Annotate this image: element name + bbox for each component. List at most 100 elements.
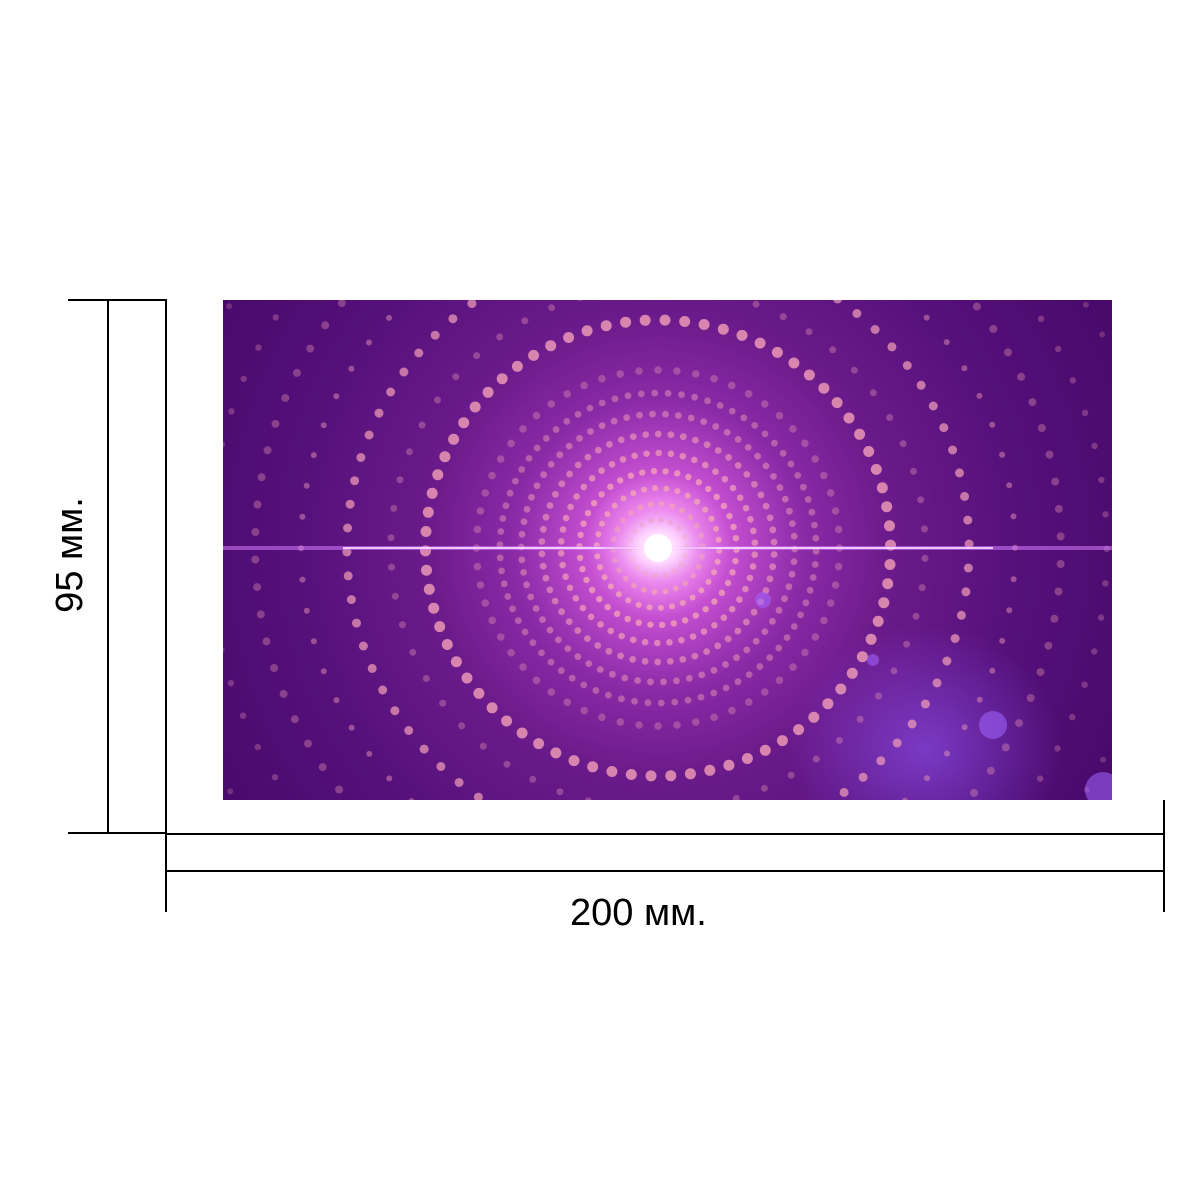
light-dot [641,657,649,665]
light-dot [352,618,361,628]
light-dot [710,713,718,722]
light-dot [1054,504,1063,513]
light-dot [724,635,732,643]
light-dot [712,423,720,430]
light-dot [886,414,894,421]
light-dot [610,417,618,425]
light-dot [726,512,733,520]
light-dot [576,434,583,442]
light-dot [710,666,718,674]
light-dot [358,641,368,651]
light-dot [574,410,582,418]
light-dot [684,768,696,780]
light-dot [691,456,698,464]
light-dot [675,412,682,419]
light-dot [1017,372,1026,381]
light-dot [742,504,750,512]
light-dot [579,604,587,612]
light-dot [808,711,820,723]
light-dot [343,571,353,581]
light-dot [333,393,340,400]
light-dot [1010,513,1017,520]
light-dot [654,366,662,374]
light-dot [740,414,748,422]
light-dot [577,531,584,539]
light-dot [452,373,460,381]
light-dot [618,695,625,703]
light-dot [833,300,842,304]
light-dot [743,646,751,654]
light-dot [1081,681,1088,688]
light-dot [697,693,705,701]
light-dot [601,574,608,581]
light-dot [742,585,749,593]
light-dot [655,449,662,457]
light-dot [545,340,557,352]
light-dot [399,367,409,377]
light-dot [538,550,546,558]
light-dot [711,622,718,629]
light-dot [826,599,835,607]
light-dot [779,449,787,457]
light-dot [921,554,929,562]
light-dot [734,627,742,635]
light-dot [751,551,758,558]
light-dot [751,539,759,546]
light-dot [802,599,810,607]
light-dot [271,774,279,781]
light-dot [812,534,820,542]
light-dot [1054,587,1063,596]
light-dot [528,349,540,361]
light-dot [691,652,699,660]
light-dot [1037,315,1045,322]
light-dot [506,489,514,497]
light-dot [989,667,996,674]
light-dot [423,583,435,595]
light-dot [720,502,728,510]
light-dot [917,496,925,504]
light-dot [639,314,651,326]
light-dot [533,482,541,490]
light-dot [732,557,739,565]
light-dot [725,454,732,461]
light-dot [666,639,673,646]
light-dot [766,514,774,522]
light-dot [520,569,527,576]
light-dot [1045,450,1054,459]
light-dot [497,633,505,641]
light-dot [679,656,687,663]
light-dot [563,390,571,398]
light-dot [856,715,864,723]
light-dot [623,414,631,421]
light-dot [744,390,753,398]
light-dot [790,623,798,630]
light-dot [257,473,266,482]
light-dot [831,397,843,409]
light-dot [414,348,424,358]
light-dot [565,618,573,625]
light-dot [712,468,719,475]
light-dot [976,392,983,399]
light-dot [769,617,776,625]
light-dot [788,357,800,369]
light-dot [989,421,996,428]
light-dot [615,591,622,598]
light-dot [621,674,629,682]
light-dot [272,314,279,321]
light-dot [736,329,748,341]
light-dot [831,581,840,589]
light-dot [607,583,614,590]
light-dot [348,724,355,731]
light-dot [899,440,907,448]
light-dot [657,699,665,707]
light-dot [587,428,594,435]
light-dot [502,502,510,510]
light-dot [367,663,377,673]
light-dot [386,775,393,782]
light-dot [614,610,621,617]
light-dot [1001,743,1010,752]
light-dot [788,570,796,578]
light-dot [539,562,547,570]
light-dot [532,411,541,420]
light-dot [574,653,582,660]
